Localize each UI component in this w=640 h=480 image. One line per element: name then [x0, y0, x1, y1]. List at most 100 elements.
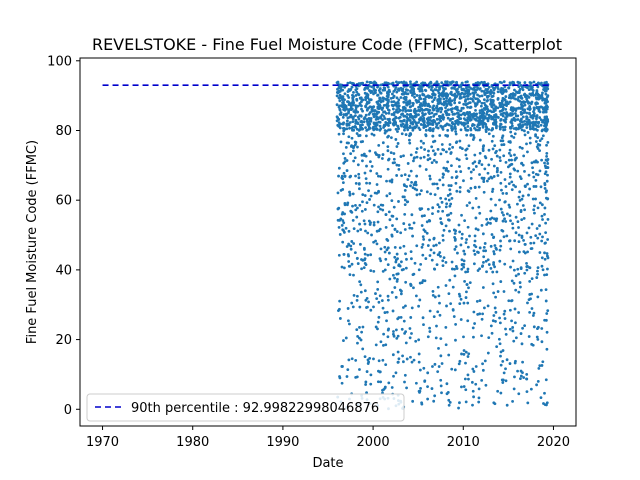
data-point: [360, 107, 363, 111]
y-tick-label: 100: [47, 54, 72, 69]
data-point: [436, 186, 440, 190]
data-point: [441, 234, 445, 237]
data-point: [485, 91, 489, 95]
data-point: [545, 347, 549, 351]
data-point: [469, 133, 473, 137]
data-point: [502, 143, 506, 146]
data-point: [337, 121, 341, 125]
data-point: [351, 128, 354, 132]
data-point: [534, 185, 538, 188]
data-point: [409, 169, 413, 173]
data-point: [343, 85, 347, 89]
data-point: [435, 160, 438, 164]
data-point: [513, 239, 517, 243]
data-point: [481, 362, 484, 366]
data-point: [359, 140, 363, 144]
data-point: [538, 251, 542, 254]
data-point: [436, 310, 440, 314]
data-point: [444, 150, 448, 154]
data-point: [454, 229, 458, 233]
data-point: [497, 116, 500, 119]
data-point: [369, 221, 372, 225]
data-point: [528, 112, 531, 116]
data-point: [464, 270, 468, 274]
data-point: [374, 124, 377, 128]
data-point: [539, 105, 543, 109]
data-point: [467, 144, 471, 148]
data-point: [448, 204, 452, 208]
data-point: [466, 116, 470, 120]
data-point: [472, 123, 476, 127]
data-point: [441, 264, 445, 268]
data-point: [501, 99, 504, 103]
data-point: [504, 220, 508, 223]
data-point: [499, 244, 503, 248]
data-point: [481, 264, 485, 268]
data-point: [444, 260, 448, 264]
data-point: [369, 119, 373, 123]
data-point: [357, 172, 361, 176]
data-point: [480, 108, 484, 112]
data-point: [373, 109, 377, 112]
data-point: [503, 97, 506, 101]
data-point: [445, 213, 449, 217]
data-point: [399, 155, 403, 158]
data-point: [345, 119, 349, 123]
data-point: [538, 116, 542, 119]
data-point: [446, 160, 450, 164]
data-point: [402, 183, 406, 187]
data-point: [396, 100, 400, 104]
data-point: [545, 179, 549, 183]
data-point: [485, 217, 489, 221]
data-point: [526, 107, 530, 111]
data-point: [456, 111, 460, 115]
data-point: [498, 248, 502, 252]
data-point: [338, 233, 342, 236]
data-point: [504, 333, 508, 336]
data-point: [466, 121, 470, 125]
x-axis-label: Date: [312, 456, 343, 471]
data-point: [346, 100, 350, 104]
data-point: [541, 91, 544, 95]
data-point: [540, 340, 544, 344]
data-point: [379, 207, 382, 211]
data-point: [476, 86, 480, 90]
data-point: [395, 96, 399, 100]
data-point: [448, 118, 452, 122]
data-point: [364, 105, 368, 109]
data-point: [516, 91, 519, 95]
data-point: [466, 245, 470, 249]
data-point: [427, 219, 431, 222]
data-point: [409, 153, 413, 157]
data-point: [521, 163, 525, 167]
data-point: [365, 391, 368, 395]
data-point: [483, 108, 487, 111]
data-point: [498, 316, 501, 320]
data-point: [481, 286, 485, 289]
data-point: [473, 102, 477, 105]
data-point: [389, 151, 393, 155]
data-point: [517, 95, 520, 99]
data-point: [448, 188, 452, 192]
data-point: [463, 113, 467, 117]
data-point: [476, 98, 480, 101]
data-point: [535, 114, 539, 117]
data-point: [423, 108, 426, 112]
data-point: [343, 160, 347, 163]
data-point: [418, 192, 422, 196]
data-point: [476, 228, 480, 232]
data-point: [440, 143, 444, 146]
data-point: [521, 88, 525, 92]
data-point: [435, 106, 439, 109]
data-point: [392, 205, 396, 209]
data-point: [532, 208, 536, 212]
data-point: [500, 229, 504, 232]
data-point: [351, 218, 355, 222]
data-point: [477, 205, 481, 209]
data-point: [394, 138, 398, 141]
data-point: [386, 108, 390, 112]
data-point: [355, 215, 359, 219]
data-point: [394, 260, 398, 264]
data-point: [508, 100, 512, 104]
data-point: [480, 317, 484, 321]
